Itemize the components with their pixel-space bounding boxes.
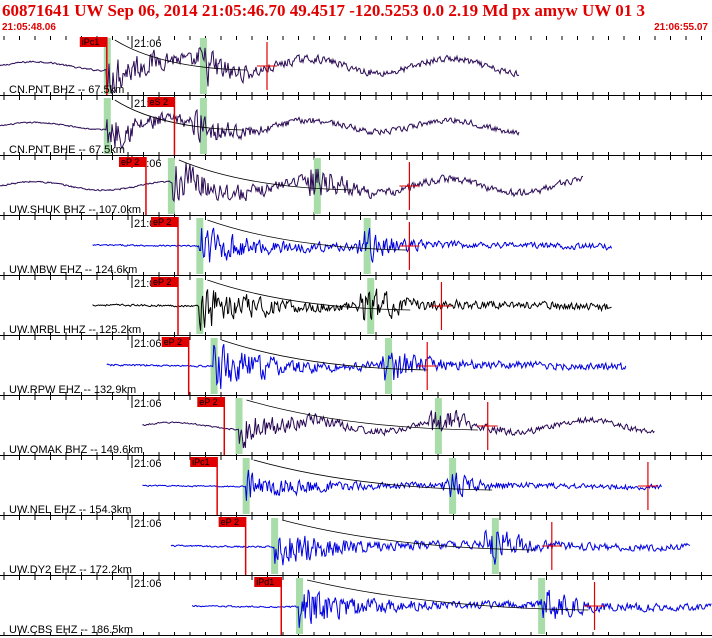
- waveform-trace: [0, 162, 584, 203]
- pick-flag[interactable]: [254, 577, 282, 587]
- theoretical-curve: [253, 459, 493, 491]
- minute-marker-label: 21:06: [134, 38, 162, 50]
- phase-window: [491, 518, 499, 574]
- station-panel[interactable]: 21:06 eP 2 UW.OMAK BHZ -- 149.6km: [0, 396, 712, 456]
- pick-label[interactable]: eP 2: [153, 217, 171, 227]
- phase-window: [210, 338, 218, 394]
- phase-window: [434, 398, 442, 454]
- station-label: UW.MBW EHZ -- 124.6km: [9, 264, 137, 276]
- pick-label[interactable]: eP 2: [164, 337, 182, 347]
- pick-label[interactable]: eP 2: [121, 157, 139, 167]
- phase-window: [199, 38, 207, 94]
- waveform-trace: [92, 288, 612, 331]
- station-panel[interactable]: 21:06 eP 2 UW.RPW EHZ -- 132.9km: [0, 336, 712, 396]
- theoretical-curve: [207, 279, 411, 311]
- phase-window: [449, 458, 457, 514]
- pick-flag[interactable]: [151, 217, 178, 227]
- pick-label[interactable]: eS 2: [149, 97, 168, 107]
- theoretical-curve: [207, 219, 407, 251]
- station-panel[interactable]: 21:06 eP 2 UW.DY2 EHZ -- 172.2km: [0, 516, 712, 576]
- pick-label[interactable]: iPc1: [82, 37, 100, 47]
- theoretical-curve: [282, 519, 535, 551]
- minute-marker-label: 21:06: [134, 578, 162, 590]
- minute-marker-label: 21:06: [134, 398, 162, 410]
- phase-window: [235, 398, 243, 454]
- minute-marker-label: 21:06: [134, 338, 162, 350]
- station-label: UW.NEL EHZ -- 154.3km: [9, 504, 131, 516]
- theoretical-curve: [114, 39, 247, 71]
- waveform-trace: [0, 46, 520, 95]
- phase-window: [363, 218, 371, 274]
- seismogram-panel-stack: 21:06 iPc1 CN.PNT BHZ -- 67.5km 21:06 eS 2 CN…: [0, 36, 712, 638]
- station-label: UW.MRBL HHZ -- 125.2km: [9, 324, 141, 336]
- pick-flag[interactable]: [118, 157, 146, 167]
- phase-window: [242, 458, 250, 514]
- phase-window: [367, 278, 375, 334]
- phase-window: [167, 158, 175, 214]
- event-header-title: 60871641 UW Sep 06, 2014 21:05:46.70 49.…: [2, 1, 646, 20]
- phase-window: [196, 278, 204, 334]
- theoretical-curve: [221, 339, 429, 371]
- waveform-trace: [106, 343, 627, 390]
- station-label: UW.SHUK BHZ -- 107.0km: [9, 204, 141, 216]
- seismogram-canvas: 21:06 iPc1 CN.PNT BHZ -- 67.5km 21:06 eS 2 CN…: [0, 36, 712, 636]
- station-panel[interactable]: 21:06 iPc1 CN.PNT BHZ -- 67.5km: [0, 36, 712, 96]
- station-panel[interactable]: 21:06eS 2CN.PNT BHE -- 67.5km: [0, 96, 712, 156]
- station-label: UW.DY2 EHZ -- 172.2km: [9, 564, 132, 576]
- theoretical-curve: [246, 399, 478, 431]
- phase-window: [271, 518, 279, 574]
- pick-flag[interactable]: [79, 37, 107, 47]
- pick-label[interactable]: eP 2: [153, 277, 171, 287]
- pick-label[interactable]: iPc1: [192, 457, 210, 467]
- theoretical-curve: [178, 159, 354, 191]
- pick-flag[interactable]: [218, 517, 246, 527]
- minute-marker-label: 21:06: [134, 518, 162, 530]
- pick-label[interactable]: eP 2: [221, 517, 239, 527]
- window-end-time: 21:06:55.07: [654, 22, 708, 33]
- pick-flag[interactable]: [161, 337, 189, 347]
- pick-flag[interactable]: [147, 97, 175, 107]
- station-label: UW.CBS EHZ -- 186.5km: [9, 624, 133, 636]
- waveform-trace: [191, 589, 712, 628]
- station-label: CN.PNT BHZ -- 67.5km: [9, 84, 124, 96]
- pick-flag[interactable]: [190, 457, 218, 467]
- waveform-trace: [92, 227, 613, 263]
- window-start-time: 21:05:48.06: [2, 22, 56, 33]
- station-panel[interactable]: 21:06 iPc1 UW.NEL EHZ -- 154.3km: [0, 456, 712, 516]
- waveform-trace: [0, 108, 520, 150]
- waveform-trace: [170, 529, 691, 566]
- phase-window: [385, 338, 393, 394]
- phase-window: [196, 218, 204, 274]
- minute-marker-label: 21:06: [134, 458, 162, 470]
- station-label: UW.OMAK BHZ -- 149.6km: [9, 444, 143, 456]
- theoretical-curve: [306, 579, 589, 611]
- waveform-trace: [142, 409, 655, 449]
- pick-flag[interactable]: [151, 277, 178, 287]
- station-panel[interactable]: 21:06 iPd1 UW.CBS EHZ -- 186.5km: [0, 576, 712, 636]
- station-label: CN.PNT BHE -- 67.5km: [9, 144, 125, 156]
- waveform-trace: [142, 469, 662, 501]
- station-label: UW.RPW EHZ -- 132.9km: [9, 384, 136, 396]
- phase-window: [313, 158, 321, 214]
- pick-flag[interactable]: [197, 397, 225, 407]
- theoretical-curve: [114, 99, 243, 131]
- phase-window: [296, 578, 304, 634]
- pick-label[interactable]: iPd1: [256, 577, 274, 587]
- pick-label[interactable]: eP 2: [199, 397, 217, 407]
